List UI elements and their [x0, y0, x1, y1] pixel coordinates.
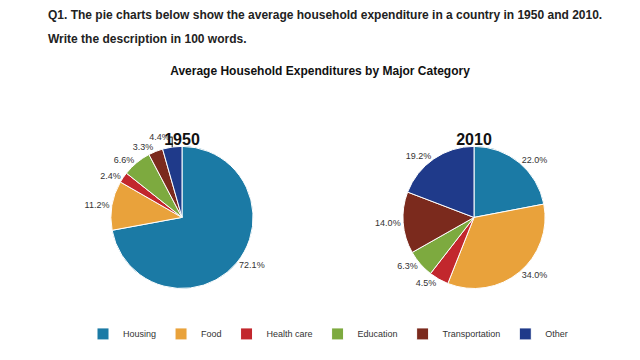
svg-text:1950: 1950: [164, 131, 200, 148]
svg-text:19.2%: 19.2%: [406, 151, 432, 161]
svg-text:Food: Food: [201, 329, 222, 339]
html-text:Q1. The pie charts below show: Q1. The pie charts below show the averag…: [48, 8, 603, 22]
svg-text:Housing: Housing: [123, 329, 156, 339]
svg-text:4.4%: 4.4%: [149, 132, 170, 142]
svg-text:2.4%: 2.4%: [100, 171, 121, 181]
svg-text:Average Household Expenditures: Average Household Expenditures by Major …: [170, 64, 470, 78]
svg-text:6.3%: 6.3%: [397, 261, 418, 271]
svg-text:72.1%: 72.1%: [239, 260, 265, 270]
svg-text:6.6%: 6.6%: [114, 155, 135, 165]
svg-text:3.3%: 3.3%: [133, 142, 154, 152]
svg-text:34.0%: 34.0%: [522, 270, 548, 280]
svg-text:Health care: Health care: [267, 329, 313, 339]
svg-text:2010: 2010: [456, 131, 492, 148]
svg-text:Transportation: Transportation: [443, 329, 501, 339]
svg-text:14.0%: 14.0%: [375, 218, 401, 228]
html-text:Write the description in 100 w: Write the description in 100 words.: [48, 32, 247, 46]
svg-text:4.5%: 4.5%: [416, 278, 437, 288]
svg-text:Other: Other: [545, 329, 568, 339]
svg-text:Education: Education: [358, 329, 398, 339]
svg-text:22.0%: 22.0%: [522, 155, 548, 165]
svg-text:11.2%: 11.2%: [85, 200, 110, 210]
